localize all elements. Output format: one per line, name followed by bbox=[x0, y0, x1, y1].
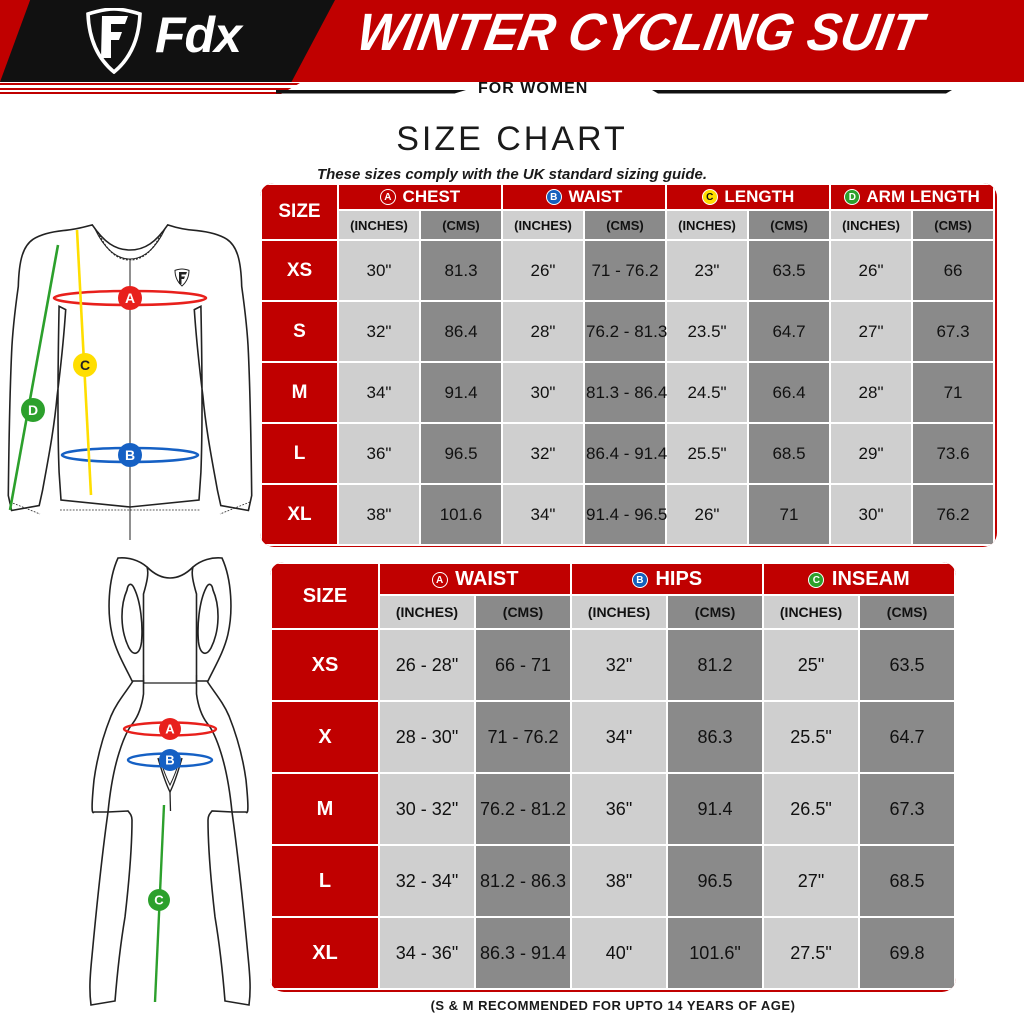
svg-text:D: D bbox=[28, 402, 38, 418]
svg-text:C: C bbox=[80, 357, 90, 373]
svg-text:C: C bbox=[154, 893, 164, 908]
svg-text:A: A bbox=[165, 722, 175, 737]
svg-text:B: B bbox=[165, 753, 174, 768]
svg-text:B: B bbox=[125, 447, 135, 463]
svg-text:A: A bbox=[125, 290, 135, 306]
